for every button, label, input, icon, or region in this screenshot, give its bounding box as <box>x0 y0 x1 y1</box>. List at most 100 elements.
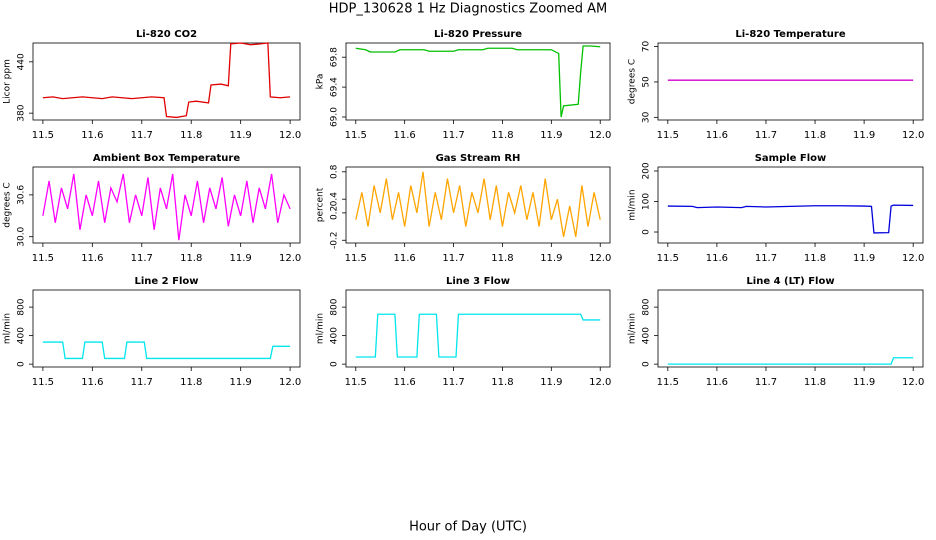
x-tick-label: 11.5 <box>657 253 679 264</box>
y-tick-label: 0 <box>642 361 652 367</box>
x-tick-label: 11.5 <box>32 253 54 264</box>
x-tick-label: 11.8 <box>804 377 826 388</box>
y-tick-label: 30.6 <box>17 185 27 205</box>
x-tick-label: 12.0 <box>279 377 301 388</box>
y-tick-label: 0.8 <box>330 164 340 179</box>
y-tick-label: 0.4 <box>330 192 340 207</box>
x-tick-label: 12.0 <box>279 130 301 141</box>
data-line <box>355 45 601 118</box>
y-tick-label: 69.0 <box>330 107 340 127</box>
y-axis-label: kPa <box>316 74 326 90</box>
y-axis-label: ml/min <box>628 313 638 344</box>
y-tick-label: 30 <box>642 111 652 123</box>
y-tick-label: 200 <box>642 162 652 179</box>
y-tick-label: 0 <box>642 229 652 235</box>
x-tick-label: 11.5 <box>657 130 679 141</box>
x-axis-label: Hour of Day (UTC) <box>409 520 527 535</box>
y-tick-label: 30.0 <box>17 226 27 246</box>
x-tick-label: 11.9 <box>853 377 875 388</box>
x-tick-label: 11.8 <box>491 130 513 141</box>
plot-frame <box>32 42 301 121</box>
x-tick-label: 11.6 <box>706 253 728 264</box>
plot-frame <box>657 42 924 121</box>
x-tick-label: 11.5 <box>345 130 367 141</box>
y-tick-label: 800 <box>642 298 652 315</box>
x-tick-label: 12.0 <box>589 253 611 264</box>
data-line <box>355 171 601 237</box>
x-tick-label: 11.8 <box>491 253 513 264</box>
plot-frame <box>345 289 611 368</box>
x-tick-label: 11.5 <box>657 377 679 388</box>
y-axis-label: degrees C <box>3 182 13 227</box>
x-tick-label: 11.7 <box>131 377 153 388</box>
plot-frame <box>345 42 611 121</box>
y-tick-label: 800 <box>17 298 27 315</box>
x-tick-label: 11.8 <box>180 253 202 264</box>
page-title: HDP_130628 1 Hz Diagnostics Zoomed AM <box>329 2 608 17</box>
y-axis-label: ml/min <box>3 313 13 344</box>
x-tick-label: 11.5 <box>32 377 54 388</box>
y-tick-label: 70 <box>642 41 652 53</box>
y-tick-label: 400 <box>17 327 27 344</box>
x-tick-label: 12.0 <box>279 253 301 264</box>
x-tick-label: 11.5 <box>345 253 367 264</box>
x-tick-label: 11.7 <box>442 253 464 264</box>
x-tick-label: 11.8 <box>804 130 826 141</box>
x-tick-label: 11.8 <box>491 377 513 388</box>
y-tick-label: 0 <box>17 361 27 367</box>
y-axis-label: ml/min <box>628 189 638 220</box>
x-tick-label: 11.9 <box>853 130 875 141</box>
x-tick-label: 11.7 <box>755 130 777 141</box>
x-tick-label: 11.6 <box>81 377 103 388</box>
panel-title: Line 3 Flow <box>446 276 510 287</box>
y-tick-label: 440 <box>17 53 27 70</box>
x-tick-label: 11.9 <box>230 377 252 388</box>
y-tick-label: 400 <box>642 327 652 344</box>
x-tick-label: 11.9 <box>230 253 252 264</box>
data-line <box>42 173 291 241</box>
y-tick-label: 380 <box>17 104 27 121</box>
plot-frame <box>32 289 301 368</box>
y-tick-label: 0 <box>330 361 340 367</box>
x-tick-label: 11.6 <box>394 130 416 141</box>
x-tick-label: 11.5 <box>345 377 367 388</box>
plot-frame <box>657 289 924 368</box>
data-line <box>355 313 601 358</box>
y-axis-label: Licor ppm <box>3 59 13 104</box>
x-tick-label: 11.9 <box>540 253 562 264</box>
panel-title: Sample Flow <box>755 153 827 164</box>
plot-frame <box>657 166 924 244</box>
x-tick-label: 11.8 <box>804 253 826 264</box>
data-line <box>667 204 914 234</box>
x-tick-label: 11.7 <box>755 253 777 264</box>
y-tick-label: 800 <box>330 298 340 315</box>
y-axis-label: degrees C <box>628 59 638 104</box>
panel-title: Li-820 Temperature <box>735 29 845 40</box>
plot-frame <box>345 166 611 244</box>
y-tick-label: 100 <box>642 193 652 210</box>
panel-title: Line 2 Flow <box>135 276 199 287</box>
x-tick-label: 11.6 <box>394 253 416 264</box>
x-tick-label: 11.9 <box>540 377 562 388</box>
x-tick-label: 11.7 <box>442 377 464 388</box>
x-tick-label: 11.7 <box>442 130 464 141</box>
x-tick-label: 11.6 <box>81 253 103 264</box>
x-tick-label: 12.0 <box>902 253 924 264</box>
y-tick-label: 69.8 <box>330 47 340 67</box>
panel-title: Gas Stream RH <box>436 153 521 164</box>
x-tick-label: 11.6 <box>706 377 728 388</box>
x-tick-label: 12.0 <box>589 130 611 141</box>
x-tick-label: 11.7 <box>131 130 153 141</box>
y-axis-label: percent <box>316 187 326 222</box>
y-tick-label: -0.2 <box>330 231 340 249</box>
y-axis-label: ml/min <box>316 313 326 344</box>
x-tick-label: 11.6 <box>394 377 416 388</box>
panel-title: Line 4 (LT) Flow <box>746 276 834 287</box>
x-tick-label: 11.7 <box>131 253 153 264</box>
y-tick-label: 400 <box>330 327 340 344</box>
y-tick-label: 50 <box>642 76 652 88</box>
x-tick-label: 11.6 <box>706 130 728 141</box>
x-tick-label: 12.0 <box>902 130 924 141</box>
y-tick-label: 0.2 <box>330 206 340 220</box>
